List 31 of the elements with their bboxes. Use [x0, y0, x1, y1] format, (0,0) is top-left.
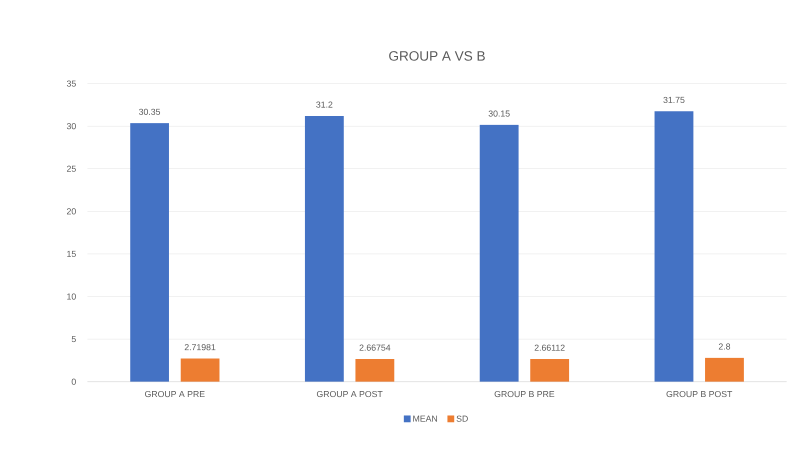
x-tick-label: GROUP B PRE	[494, 391, 554, 398]
data-label: 30.15	[488, 110, 510, 117]
data-label: 30.35	[138, 108, 160, 116]
bar	[654, 111, 694, 382]
bar	[355, 359, 394, 382]
bar	[180, 358, 220, 382]
y-tick-label: 25	[66, 166, 76, 172]
y-tick-label: 20	[66, 208, 76, 215]
y-tick-label: 35	[66, 80, 76, 87]
chart-title: GROUP A VS B	[389, 51, 485, 61]
data-label: 2.66112	[534, 344, 565, 351]
y-tick-label: 15	[67, 251, 76, 258]
bar	[304, 116, 344, 382]
legend-label: SD	[456, 416, 468, 422]
data-label: 2.71981	[184, 344, 216, 350]
y-tick-label: 10	[67, 294, 76, 300]
bar	[530, 359, 570, 382]
y-tick-label: 30	[66, 123, 76, 130]
data-label: 31.2	[316, 102, 332, 108]
data-label: 2.66754	[360, 344, 390, 351]
x-tick-label: GROUP A POST	[316, 391, 383, 398]
bar	[480, 125, 519, 382]
y-tick-label: 5	[72, 336, 76, 342]
bar	[705, 358, 744, 382]
data-label: 2.8	[718, 344, 730, 350]
legend-label: MEAN	[413, 416, 438, 422]
y-tick-label: 0	[72, 378, 76, 386]
x-tick-label: GROUP B POST	[666, 391, 732, 398]
bar	[130, 123, 169, 382]
data-label: 31.75	[663, 97, 684, 104]
x-tick-label: GROUP A PRE	[145, 391, 205, 398]
